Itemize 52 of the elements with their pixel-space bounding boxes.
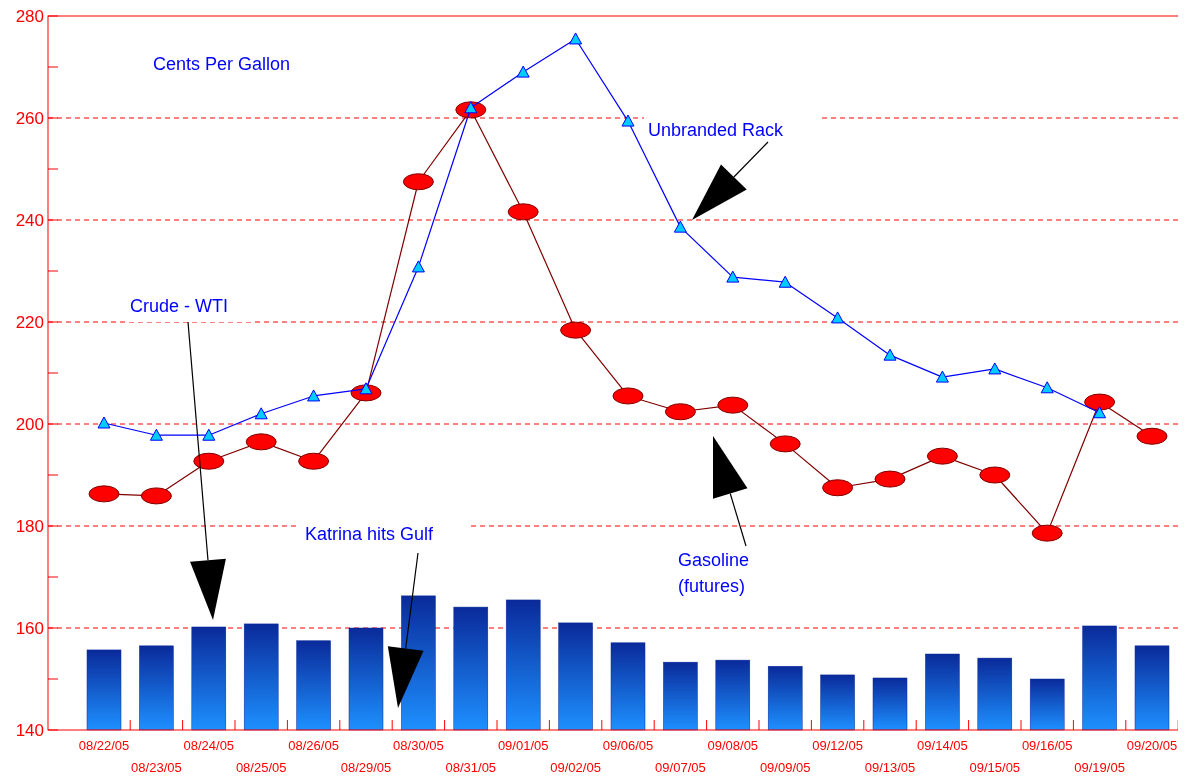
point [935,370,949,383]
point [831,311,845,324]
x-tick-label: 09/20/05 [1126,738,1178,753]
point [149,428,163,441]
y-tick-label: 160 [15,618,44,638]
y-tick-label: 200 [15,414,44,434]
point [1093,406,1107,419]
point [97,416,111,429]
x-tick-label: 08/22/05 [78,738,130,753]
y-tick-label: 260 [15,108,44,128]
y-tick-label: 140 [15,720,44,740]
point [202,428,216,441]
point [778,275,792,288]
x-tick-label: 09/16/05 [1021,738,1073,753]
x-tick-label: 08/25/05 [235,760,287,775]
text: Crude - WTI [130,296,229,316]
x-tick-label: 09/01/05 [497,738,549,753]
x-tick-label: 09/02/05 [550,760,601,775]
y-tick-label: 180 [15,516,44,536]
x-tick-label: 09/06/05 [602,738,654,753]
x-tick-label: 08/26/05 [288,738,339,753]
point [411,260,425,273]
series-label: Unbranded Rack [648,120,785,140]
x-tick-label: 09/08/05 [707,738,759,753]
point [516,65,530,78]
x-tick-label: 08/30/05 [393,738,444,753]
point [988,362,1002,375]
point [673,220,687,233]
x-tick-label: 09/15/05 [969,760,1021,775]
point [726,270,740,283]
point [1040,381,1054,394]
x-tick-label: 09/12/05 [812,738,863,753]
point [307,389,321,402]
point [569,32,583,45]
y-tick-label: 220 [15,312,44,332]
x-tick-label: 09/14/05 [917,738,968,753]
text: Gasoline (futures) [678,550,750,596]
annotation: Katrina hits Gulf [305,524,435,544]
x-tick-label: 08/23/05 [131,760,182,775]
y-tick-label: 280 [15,6,44,26]
y-axis-title: Cents Per Gallon [153,54,291,74]
x-tick-label: 09/07/05 [655,760,706,775]
point [883,348,897,361]
x-tick-label: 08/29/05 [340,760,392,775]
point [621,114,635,127]
point [254,407,268,420]
x-tick-label: 08/31/05 [445,760,497,775]
x-tick-label: 08/24/05 [183,738,235,753]
y-tick-label: 240 [15,210,44,230]
x-tick-label: 09/13/05 [864,760,916,775]
x-tick-label: 09/19/05 [1074,760,1125,775]
x-tick-label: 09/09/05 [759,760,811,775]
